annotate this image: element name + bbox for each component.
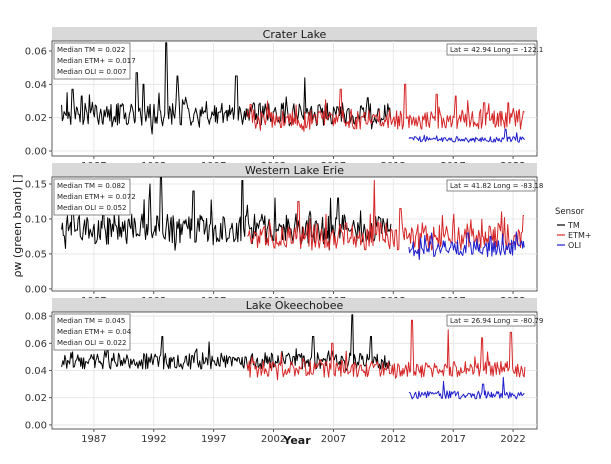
median-label: Median TM = 0.045 (57, 317, 125, 325)
location-label: Lat = 41.82 Long = -83.18 (450, 182, 543, 190)
y-tick-label: 0.00 (25, 420, 47, 431)
median-label: Median ETM+ = 0.04 (57, 328, 132, 336)
median-label: Median OLI = 0.052 (57, 204, 127, 212)
panel-1: Crater Lake0.000.020.040.061987199219972… (25, 27, 543, 172)
series-line-tm (61, 314, 391, 372)
x-tick-label: 2007 (321, 434, 346, 445)
x-tick-label: 2012 (381, 434, 406, 445)
y-tick-label: 0.02 (25, 393, 47, 404)
x-tick-label: 1997 (201, 434, 226, 445)
series-group (61, 177, 525, 260)
x-tick-label: 2017 (440, 434, 465, 445)
series-group (61, 314, 526, 400)
y-tick-label: 0.00 (25, 284, 47, 295)
location-label: Lat = 42.94 Long = -122.1 (450, 46, 543, 54)
series-line-tm (61, 42, 392, 135)
y-tick-label: 0.10 (25, 214, 47, 225)
panels: Crater Lake 0.00 0.02 0.04 0.06 1987 1992 1997 2… (25, 27, 543, 445)
panel-title: Crater Lake (263, 28, 327, 41)
medians-box-frame (53, 42, 131, 80)
series-line-tm (61, 177, 392, 251)
medians-box: Median TM = 0.022 Median ETM+ = 0.017 Medi… (53, 42, 136, 80)
y-tick-label: 0.06 (25, 47, 47, 58)
y-tick-label: 0.04 (25, 366, 47, 377)
y-axis-title: ρw (green band) [] (11, 174, 24, 277)
panel-2: Western Lake Erie0.000.050.100.151987199… (25, 163, 543, 307)
x-axis-title: Year (282, 434, 311, 447)
location-box: Lat = 26.94 Long = -80.79 (446, 314, 543, 327)
legend-label: ETM+ (568, 231, 592, 240)
x-tick-label: 2022 (500, 434, 525, 445)
median-label: Median TM = 0.022 (57, 46, 125, 54)
median-label: Median ETM+ = 0.017 (57, 57, 136, 65)
series-line-oli (408, 376, 525, 400)
legend-title: Sensor (555, 207, 585, 217)
panel-strip (52, 27, 537, 41)
y-tick-label: 0.04 (25, 80, 47, 91)
panel-title: Lake Okeechobee (246, 299, 344, 312)
x-tick-label: 1987 (81, 434, 106, 445)
panel-strip (52, 298, 537, 312)
series-line-etm-plus (246, 319, 526, 381)
series-line-oli (408, 128, 526, 143)
y-tick-label: 0.02 (25, 113, 47, 124)
y-tick-label: 0.08 (25, 312, 47, 323)
y-tick-label: 0.00 (25, 147, 47, 158)
location-box: Lat = 41.82 Long = -83.18 (446, 179, 543, 192)
series-line-etm-plus (247, 180, 524, 254)
series-line-oli (408, 231, 525, 260)
median-label: Median ETM+ = 0.072 (57, 193, 136, 201)
location-label: Lat = 26.94 Long = -80.79 (450, 317, 543, 325)
y-tick-label: 0.15 (25, 179, 47, 190)
x-axis-label: Year (282, 434, 311, 447)
medians-box: Median TM = 0.045 Median ETM+ = 0.04 Media… (53, 313, 132, 351)
location-box-frame (446, 314, 536, 327)
legend-label: OLI (568, 241, 581, 250)
location-box-frame (446, 179, 536, 192)
location-box: Lat = 42.94 Long = -122.1 (446, 43, 543, 56)
panel-3: Lake Okeechobee 0.00 0.02 0.04 0.06 0.08 1987 1… (25, 298, 543, 445)
panel-strip (52, 163, 537, 177)
x-tick-label: 2002 (261, 434, 286, 445)
median-label: Median TM = 0.082 (57, 182, 125, 190)
median-label: Median OLI = 0.007 (57, 68, 127, 76)
medians-box-frame (53, 313, 131, 351)
series-line-etm-plus (246, 83, 525, 132)
legend-label: TM (567, 221, 580, 230)
y-axis-label: ρw (green band) [] (11, 174, 24, 277)
medians-box: Median TM = 0.082 Median ETM+ = 0.072 Medi… (53, 178, 136, 216)
series-group (61, 42, 526, 143)
medians-box-frame (53, 178, 131, 216)
median-label: Median OLI = 0.022 (57, 339, 127, 347)
y-tick-label: 0.05 (25, 249, 47, 260)
location-box-frame (446, 43, 536, 56)
panel-title: Western Lake Erie (245, 164, 344, 177)
y-tick-label: 0.06 (25, 339, 47, 350)
x-tick-label: 1992 (141, 434, 166, 445)
